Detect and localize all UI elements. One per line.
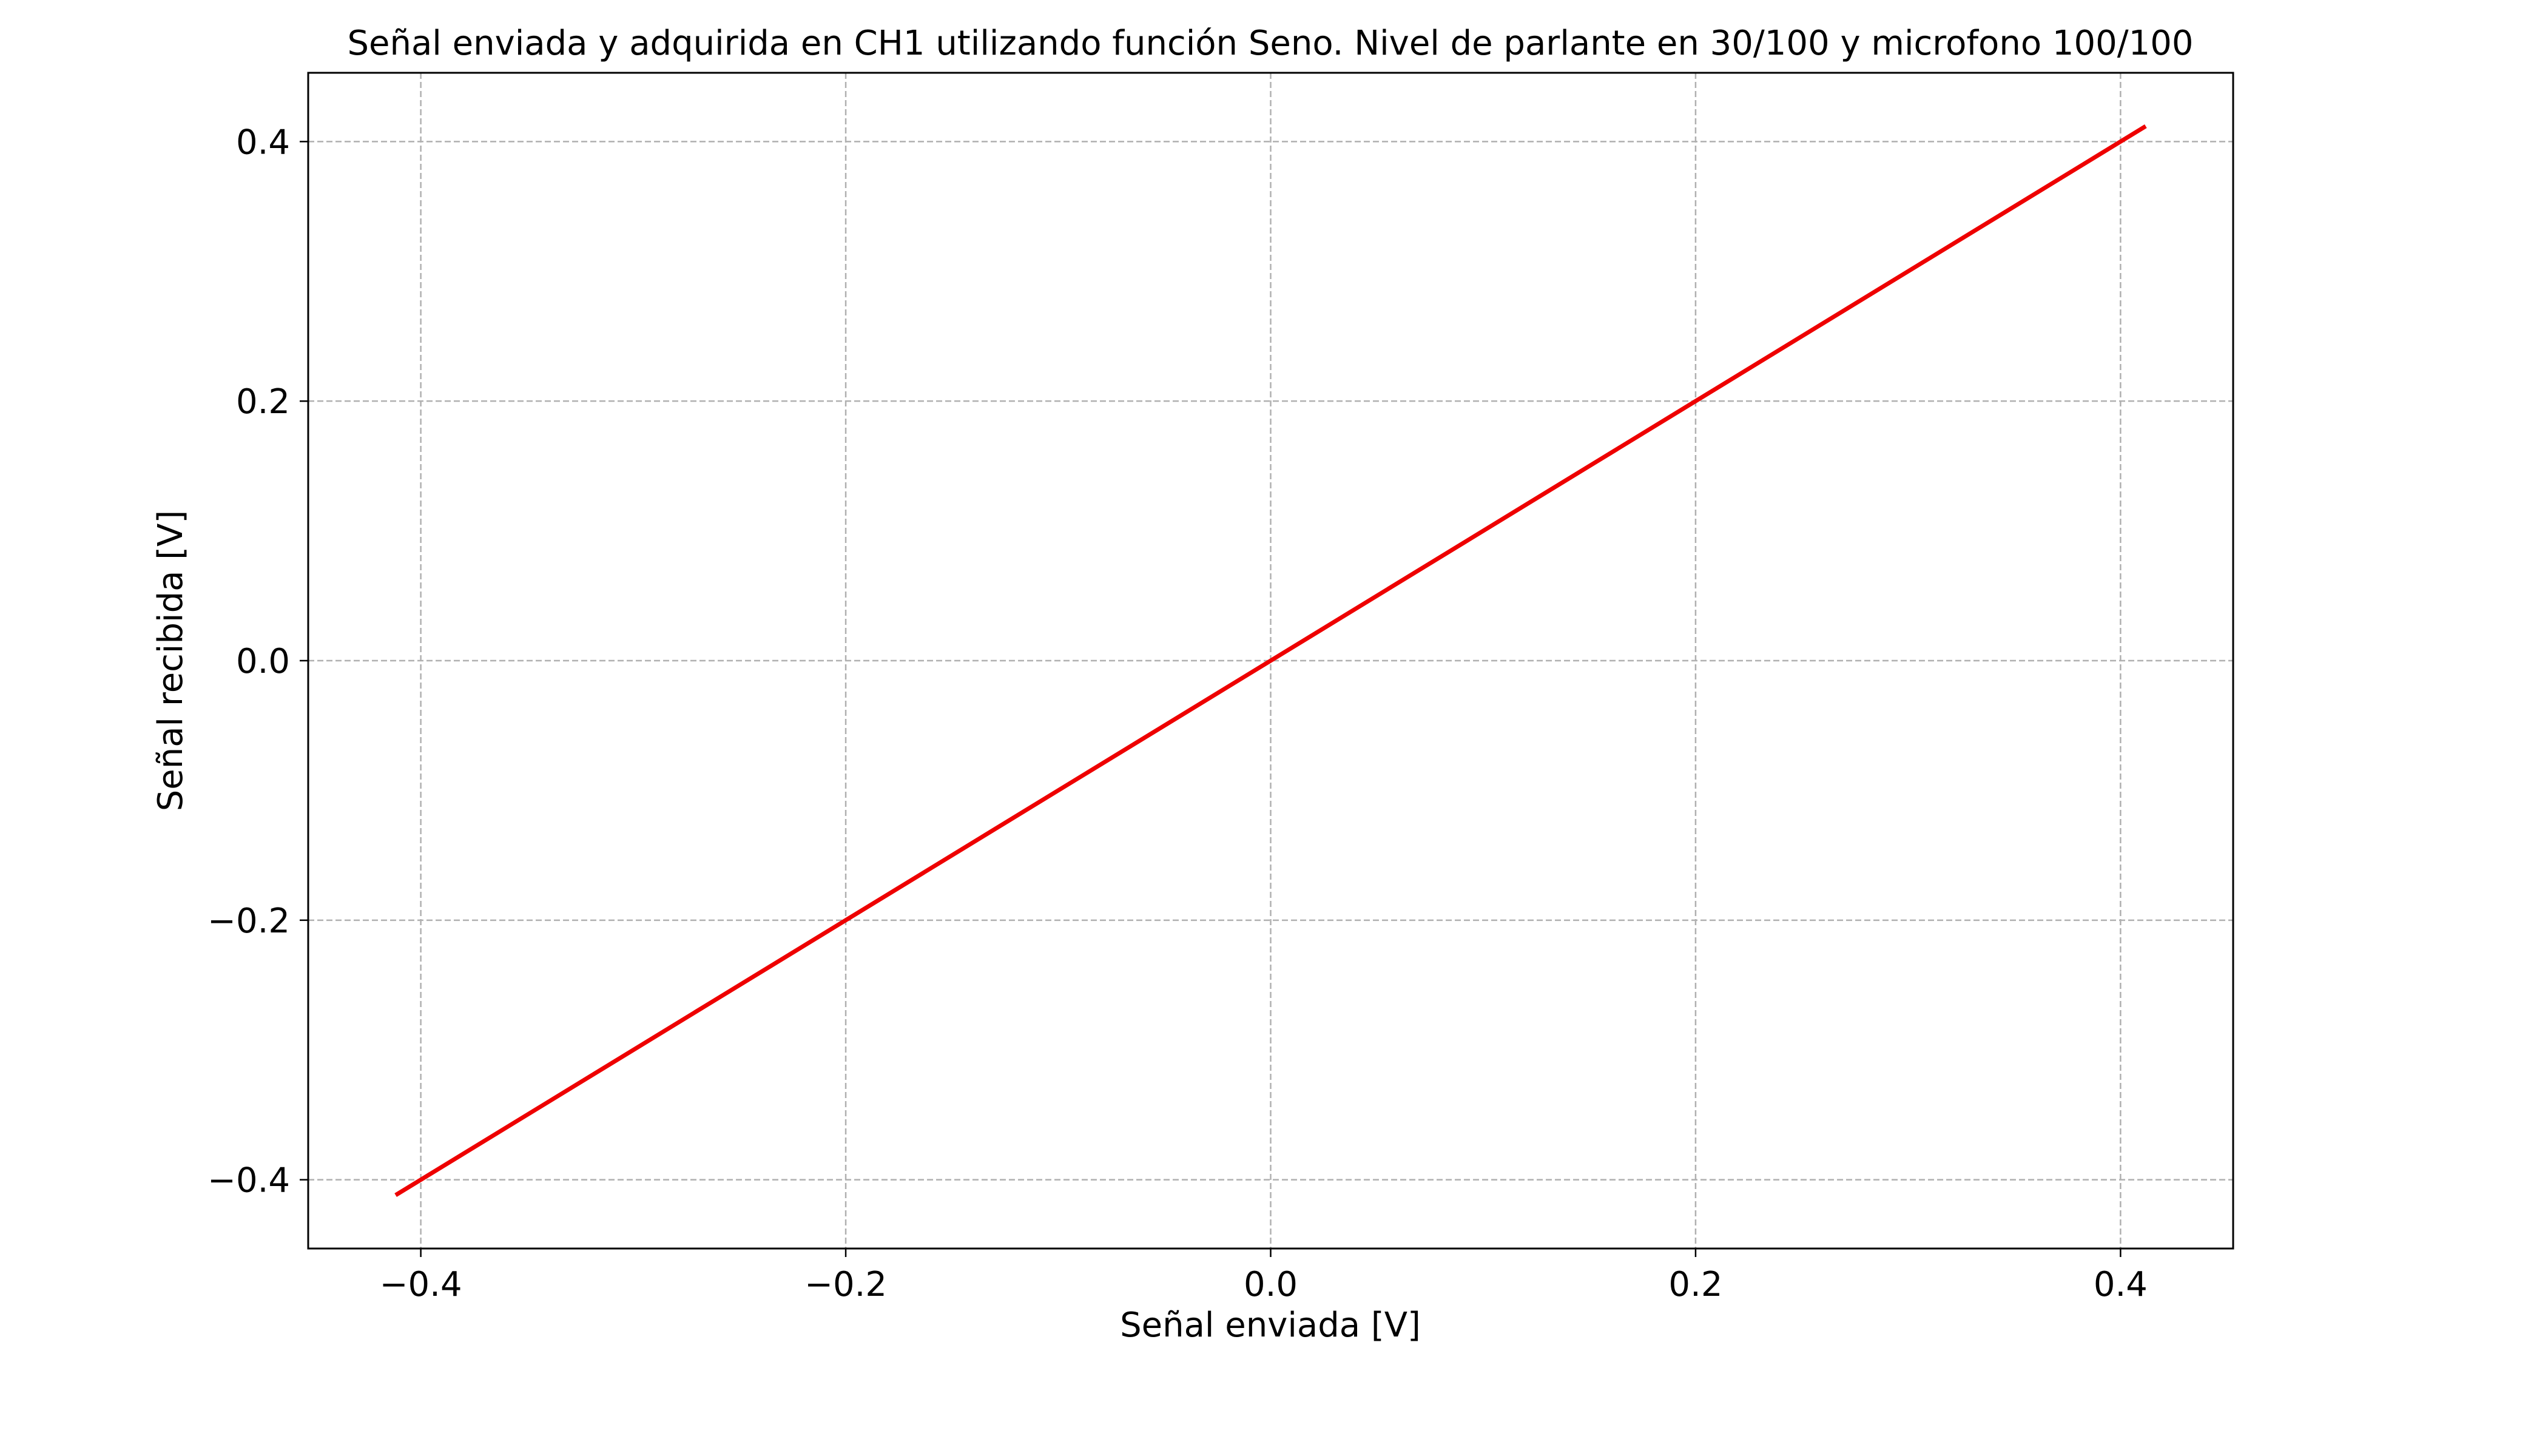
- x-tick-label: 0.4: [2094, 1265, 2148, 1304]
- series-line: [394, 124, 2147, 1197]
- grid: [308, 73, 2233, 1249]
- x-tick-label: −0.4: [380, 1265, 462, 1304]
- series-layer: [394, 124, 2147, 1197]
- ticks: −0.4 −0.2 0.0 0.2 0.4 −0.4 −0.2 0.0 0.2 0.4: [207, 123, 2148, 1304]
- y-axis-label: Señal recibida [V]: [151, 510, 190, 812]
- x-tick-label: −0.2: [804, 1265, 887, 1304]
- y-tick-label: −0.4: [207, 1161, 290, 1201]
- x-axis-label: Señal enviada [V]: [1120, 1306, 1421, 1345]
- y-tick-label: 0.2: [236, 382, 290, 422]
- y-tick-label: 0.4: [236, 123, 290, 162]
- y-tick-label: 0.0: [236, 642, 290, 681]
- x-tick-label: 0.0: [1244, 1265, 1298, 1304]
- chart-title: Señal enviada y adquirida en CH1 utiliza…: [347, 24, 2193, 63]
- y-tick-label: −0.2: [207, 902, 290, 941]
- x-tick-label: 0.2: [1668, 1265, 1722, 1304]
